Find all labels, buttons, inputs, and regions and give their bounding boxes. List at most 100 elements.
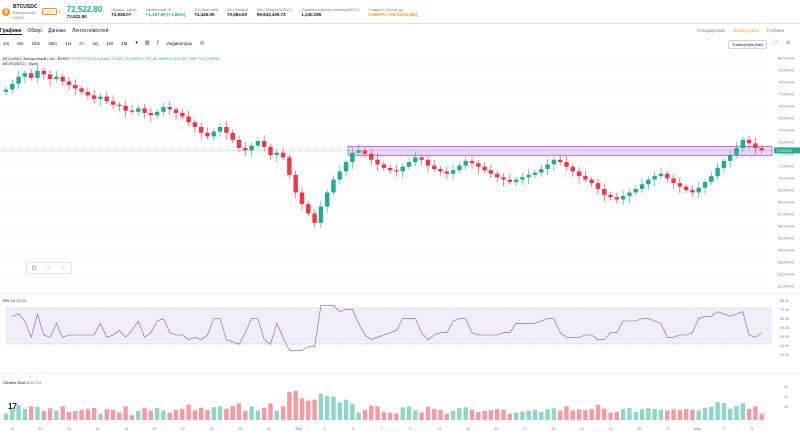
volume-bar bbox=[583, 410, 588, 420]
candle-body bbox=[280, 152, 286, 158]
volume-bar bbox=[154, 408, 160, 420]
candle-body bbox=[696, 187, 701, 193]
price-axis-label: 74,000.00 bbox=[778, 129, 794, 133]
volume-bar bbox=[734, 406, 739, 420]
candle-body bbox=[110, 101, 116, 105]
stat-value: 99,643,439.73 bbox=[256, 11, 286, 17]
volume-bar bbox=[457, 408, 462, 420]
rsi-axis-label: 40.00 bbox=[780, 335, 789, 339]
price-axis-label: 70,000.00 bbox=[778, 177, 794, 181]
volume-bar bbox=[715, 402, 720, 420]
candle-body bbox=[614, 197, 620, 200]
candle-body bbox=[444, 171, 450, 174]
candle-body bbox=[167, 107, 172, 110]
candle-body bbox=[173, 109, 179, 113]
candle-body bbox=[665, 173, 670, 179]
volume-bar bbox=[608, 412, 613, 420]
volume-bar bbox=[54, 410, 59, 420]
rectangle-icon[interactable]: ▢ bbox=[31, 265, 37, 271]
gear-icon[interactable]: ⚙ bbox=[786, 40, 791, 46]
tab-news[interactable]: Лента новостей bbox=[72, 28, 109, 34]
settings-circle-icon[interactable]: ◎ bbox=[200, 40, 205, 46]
volume-bar bbox=[450, 411, 456, 420]
candle-body bbox=[589, 179, 594, 184]
timeframe-4H[interactable]: 4H bbox=[78, 40, 85, 46]
drawing-toolbar: ▢ ⋯ ⋯ bbox=[26, 262, 72, 274]
current-price-label: 72,522.80 bbox=[776, 149, 792, 153]
tab-tradingview[interactable]: Trading View bbox=[732, 28, 759, 33]
candle-body bbox=[343, 162, 349, 172]
volume-bar bbox=[343, 399, 349, 420]
stat-1: Изменение % +1,137.90 (+1.66%) bbox=[146, 7, 186, 17]
candle-body bbox=[557, 159, 563, 163]
timeframe-5m[interactable]: 5m bbox=[17, 40, 24, 46]
timeframe-1W[interactable]: 1W bbox=[106, 40, 114, 46]
rsi-axis-label: 80.00 bbox=[780, 299, 789, 303]
candle-body bbox=[539, 169, 544, 173]
candle-body bbox=[513, 179, 519, 182]
timeframe-15m[interactable]: 15m bbox=[31, 40, 41, 46]
time-axis-label: 15 bbox=[495, 427, 499, 431]
price-axis-label: 78,000.00 bbox=[778, 81, 794, 85]
volume-bar bbox=[3, 413, 9, 420]
candle-type-icon[interactable]: ▥ bbox=[144, 40, 150, 46]
tradingview-alert-button[interactable]: TradingView Alert bbox=[728, 40, 768, 49]
indicators-button[interactable]: Индикаторы bbox=[166, 40, 192, 46]
time-axis-label: 23 bbox=[609, 427, 613, 431]
candle-body bbox=[299, 192, 305, 205]
chevron-down-icon[interactable]: ▾ bbox=[135, 40, 138, 46]
timeframe-1M[interactable]: 1M bbox=[121, 40, 128, 46]
time-axis-label: Мар bbox=[694, 427, 701, 431]
candle-body bbox=[306, 204, 311, 214]
last-price: 72,522.80 72,522.80 bbox=[67, 5, 103, 19]
volume-bar bbox=[249, 406, 254, 420]
more-icon[interactable]: ⋯ bbox=[46, 265, 52, 271]
candle-body bbox=[205, 132, 210, 137]
fullscreen-icon[interactable]: ⤢ bbox=[773, 40, 778, 46]
candle-body bbox=[236, 139, 242, 149]
volume-bar bbox=[413, 410, 418, 420]
volume-bar bbox=[419, 412, 424, 420]
tab-standard[interactable]: Стандартный bbox=[696, 28, 725, 33]
volume-bar bbox=[602, 408, 607, 420]
rsi-axis-label: 60.00 bbox=[780, 317, 789, 321]
timeframe-1D[interactable]: 1D bbox=[92, 40, 99, 46]
candle-body bbox=[362, 150, 368, 154]
tab-depth[interactable]: Глубина bbox=[766, 28, 784, 33]
time-axis-label: 26 bbox=[238, 427, 242, 431]
price-axis-label: 63,000.00 bbox=[778, 261, 794, 265]
timeframe-1H[interactable]: 1H bbox=[65, 40, 71, 46]
candle-body bbox=[274, 152, 279, 156]
candle-body bbox=[3, 89, 9, 92]
time-axis-label: 27 bbox=[666, 427, 670, 431]
candle-body bbox=[671, 178, 676, 184]
tab-overview[interactable]: Обзор bbox=[27, 28, 42, 34]
volume-bar bbox=[406, 406, 412, 420]
volume-bar bbox=[539, 412, 544, 420]
timeframe-1m[interactable]: 1m bbox=[3, 40, 10, 46]
stat-label: 24ч Высокий bbox=[194, 6, 219, 12]
volume-bar bbox=[545, 409, 550, 420]
more-options-icon[interactable]: ⋯ bbox=[61, 265, 67, 271]
candle-body bbox=[375, 159, 380, 165]
timeframe-30m[interactable]: 30m bbox=[48, 40, 58, 46]
time-axis-label: 28 bbox=[267, 427, 271, 431]
candle-body bbox=[318, 206, 324, 223]
indicator-icon[interactable]: ƒ bbox=[156, 40, 160, 46]
volume-bar bbox=[142, 408, 147, 420]
volume-bar bbox=[192, 410, 198, 420]
symbol-info[interactable]: BTCUSDC Бессрочный USDC bbox=[13, 4, 37, 20]
chart-area[interactable]: 80,000.00 79,000.00 78,000.00 77,000.00 76,0… bbox=[0, 48, 800, 435]
candle-body bbox=[98, 96, 103, 99]
candle-body bbox=[438, 169, 443, 172]
tab-data[interactable]: Данные bbox=[47, 28, 67, 34]
candle-body bbox=[488, 170, 494, 174]
chevron-down-icon[interactable]: ▾ bbox=[58, 9, 61, 14]
tab-charts[interactable]: Графики bbox=[0, 27, 22, 35]
legend-ohlc: OTKP72,022.10 МАКС72,847.70 МИН71,737.80… bbox=[70, 56, 220, 61]
exchange-badge[interactable]: CEX bbox=[42, 8, 57, 15]
candle-body bbox=[199, 126, 204, 133]
price-axis-label: 76,000.00 bbox=[778, 105, 794, 109]
candle-body bbox=[690, 190, 695, 193]
candle-body bbox=[66, 81, 72, 85]
